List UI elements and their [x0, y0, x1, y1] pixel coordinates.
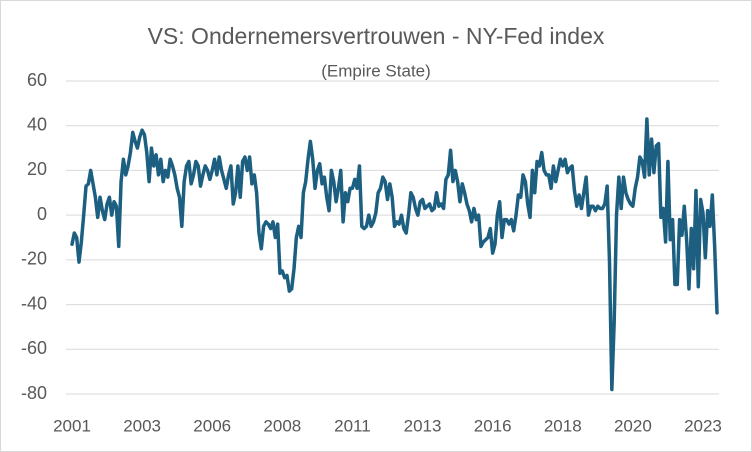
y-tick-label: 20: [27, 159, 47, 179]
data-line: [70, 117, 719, 392]
y-tick-label: -80: [21, 383, 47, 403]
x-tick-label: 2008: [263, 416, 301, 435]
x-tick-label: 2001: [53, 416, 91, 435]
x-tick-label: 2013: [404, 416, 442, 435]
y-tick-label: -40: [21, 293, 47, 313]
y-tick-label: -60: [21, 338, 47, 358]
y-tick-label: 0: [37, 204, 47, 224]
x-tick-label: 2011: [334, 416, 371, 435]
x-tick-label: 2006: [193, 416, 231, 435]
chart-subtitle: (Empire State): [321, 61, 431, 80]
x-tick-label: 2003: [123, 416, 161, 435]
y-tick-label: 40: [27, 114, 47, 134]
x-tick-label: 2016: [474, 416, 512, 435]
y-tick-label: 60: [27, 70, 47, 90]
x-tick-label: 2023: [684, 416, 722, 435]
chart-title: VS: Ondernemersvertrouwen - NY-Fed index: [148, 23, 605, 49]
y-tick-label: -20: [21, 249, 47, 269]
x-tick-label: 2020: [614, 416, 652, 435]
x-tick-label: 2018: [544, 416, 582, 435]
